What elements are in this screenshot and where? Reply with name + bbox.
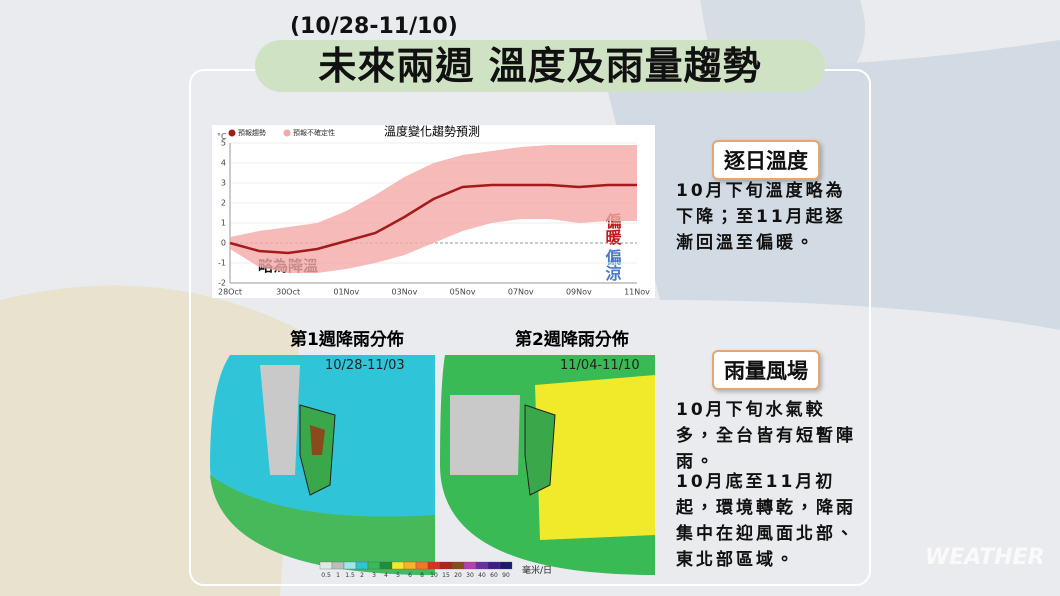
y-tick-label: 2 (221, 199, 226, 208)
colorbar-label: 60 (490, 572, 498, 579)
colorbar-swatch (331, 561, 345, 570)
colorbar-unit: 毫米/日 (522, 564, 552, 576)
map (310, 425, 325, 455)
colorbar-swatch (319, 561, 333, 570)
y-tick-label: 1 (221, 219, 226, 228)
map (535, 375, 655, 540)
map (450, 395, 520, 475)
panel-heading: 逐日溫度 (712, 140, 820, 180)
colorbar-label: 90 (502, 572, 510, 579)
legend-label: 預報趨勢 (238, 128, 266, 137)
chart: 溫度變化趨勢預測 °C 偏暖 偏涼 略為降溫 -2-101234528Oct30… (212, 125, 655, 298)
x-tick-label: 01Nov (333, 288, 359, 297)
colorbar-label: 6 (408, 572, 412, 579)
panel-text: 10月下旬水氣較多，全台皆有短暫陣雨。 (676, 400, 856, 472)
bg-shape (0, 285, 300, 596)
x-tick-label: 05Nov (450, 288, 476, 297)
x-tick-label: 07Nov (508, 288, 534, 297)
y-tick-label: 3 (221, 179, 226, 188)
map-dates: 10/28-11/03 (325, 358, 405, 373)
x-tick-label: 30Oct (276, 288, 300, 297)
colorbar-label: 1.5 (345, 572, 355, 579)
colorbar-swatch (415, 561, 429, 570)
colorbar-swatch (451, 561, 465, 570)
y-tick-label: -1 (218, 259, 226, 268)
map (524, 404, 556, 496)
colorbar: 0.5 1 1.5 2 3 4 5 6 8 10 15 20 30 40 60 90 毫米/日 (319, 561, 552, 579)
map-dates: 11/04-11/10 (560, 358, 640, 373)
colorbar-label: 1 (336, 572, 340, 579)
map-title: 第2週降雨分佈 (515, 329, 629, 350)
chart-title: 溫度變化趨勢預測 (384, 125, 480, 139)
colorbar-label: 3 (372, 572, 376, 579)
colorbar-label: 20 (454, 572, 462, 579)
colorbar-swatch (367, 561, 381, 570)
colorbar-swatch (499, 561, 513, 570)
legend-swatch (283, 129, 291, 137)
colorbar-swatch (463, 561, 477, 570)
watermark: WEATHER (925, 545, 1045, 570)
uncertainty-band (230, 145, 637, 273)
colorbar-swatch (487, 561, 501, 570)
panel-heading: 雨量風場 (712, 350, 820, 390)
y-tick-label: -2 (218, 279, 226, 288)
panel-text: 10月底至11月初起，環境轉乾，降雨集中在迎風面北部、東北部區域。 (676, 472, 856, 570)
colorbar-swatch (355, 561, 369, 570)
legend-swatch (228, 129, 236, 137)
colorbar-swatch (391, 561, 405, 570)
colorbar-label: 2 (360, 572, 364, 579)
x-tick-label: 28Oct (218, 288, 242, 297)
trend-line (229, 183, 637, 255)
colorbar-label: 8 (420, 572, 424, 579)
colorbar-swatch (427, 561, 441, 570)
colorbar-label: 40 (478, 572, 486, 579)
colorbar-label: 5 (396, 572, 400, 579)
y-label: °C (217, 132, 227, 141)
y-tick-label: 0 (221, 239, 226, 248)
panel-text: 10月下旬溫度略為下降；至11月起逐漸回溫至偏暖。 (676, 181, 846, 253)
bg-shape (600, 40, 1060, 330)
x-tick-label: 09Nov (566, 288, 592, 297)
colorbar-swatch (475, 561, 489, 570)
colorbar-swatch (343, 561, 357, 570)
maps: 第1週降雨分佈 10/28-11/03 第2週降雨分佈 11/04-11/10 … (210, 329, 655, 579)
legend-label: 預報不確定性 (293, 128, 335, 137)
map-title: 第1週降雨分佈 (290, 329, 404, 350)
x-tick-label: 11Nov (624, 288, 650, 297)
colorbar-label: 0.5 (321, 572, 331, 579)
colorbar-swatch (379, 561, 393, 570)
map (260, 365, 300, 475)
x-tick-label: 03Nov (392, 288, 418, 297)
colorbar-swatch (439, 561, 453, 570)
y-tick-label: 4 (221, 159, 226, 168)
annotation: 偏涼 (603, 248, 622, 282)
colorbar-label: 10 (430, 572, 438, 579)
colorbar-label: 4 (384, 572, 388, 579)
colorbar-swatch (403, 561, 417, 570)
y-tick-label: 5 (221, 139, 226, 148)
subtitle: (10/28-11/10) (290, 14, 458, 39)
colorbar-label: 15 (442, 572, 450, 579)
map (210, 475, 435, 575)
colorbar-label: 30 (466, 572, 474, 579)
title: 未來兩週 溫度及雨量趨勢 (255, 40, 825, 92)
